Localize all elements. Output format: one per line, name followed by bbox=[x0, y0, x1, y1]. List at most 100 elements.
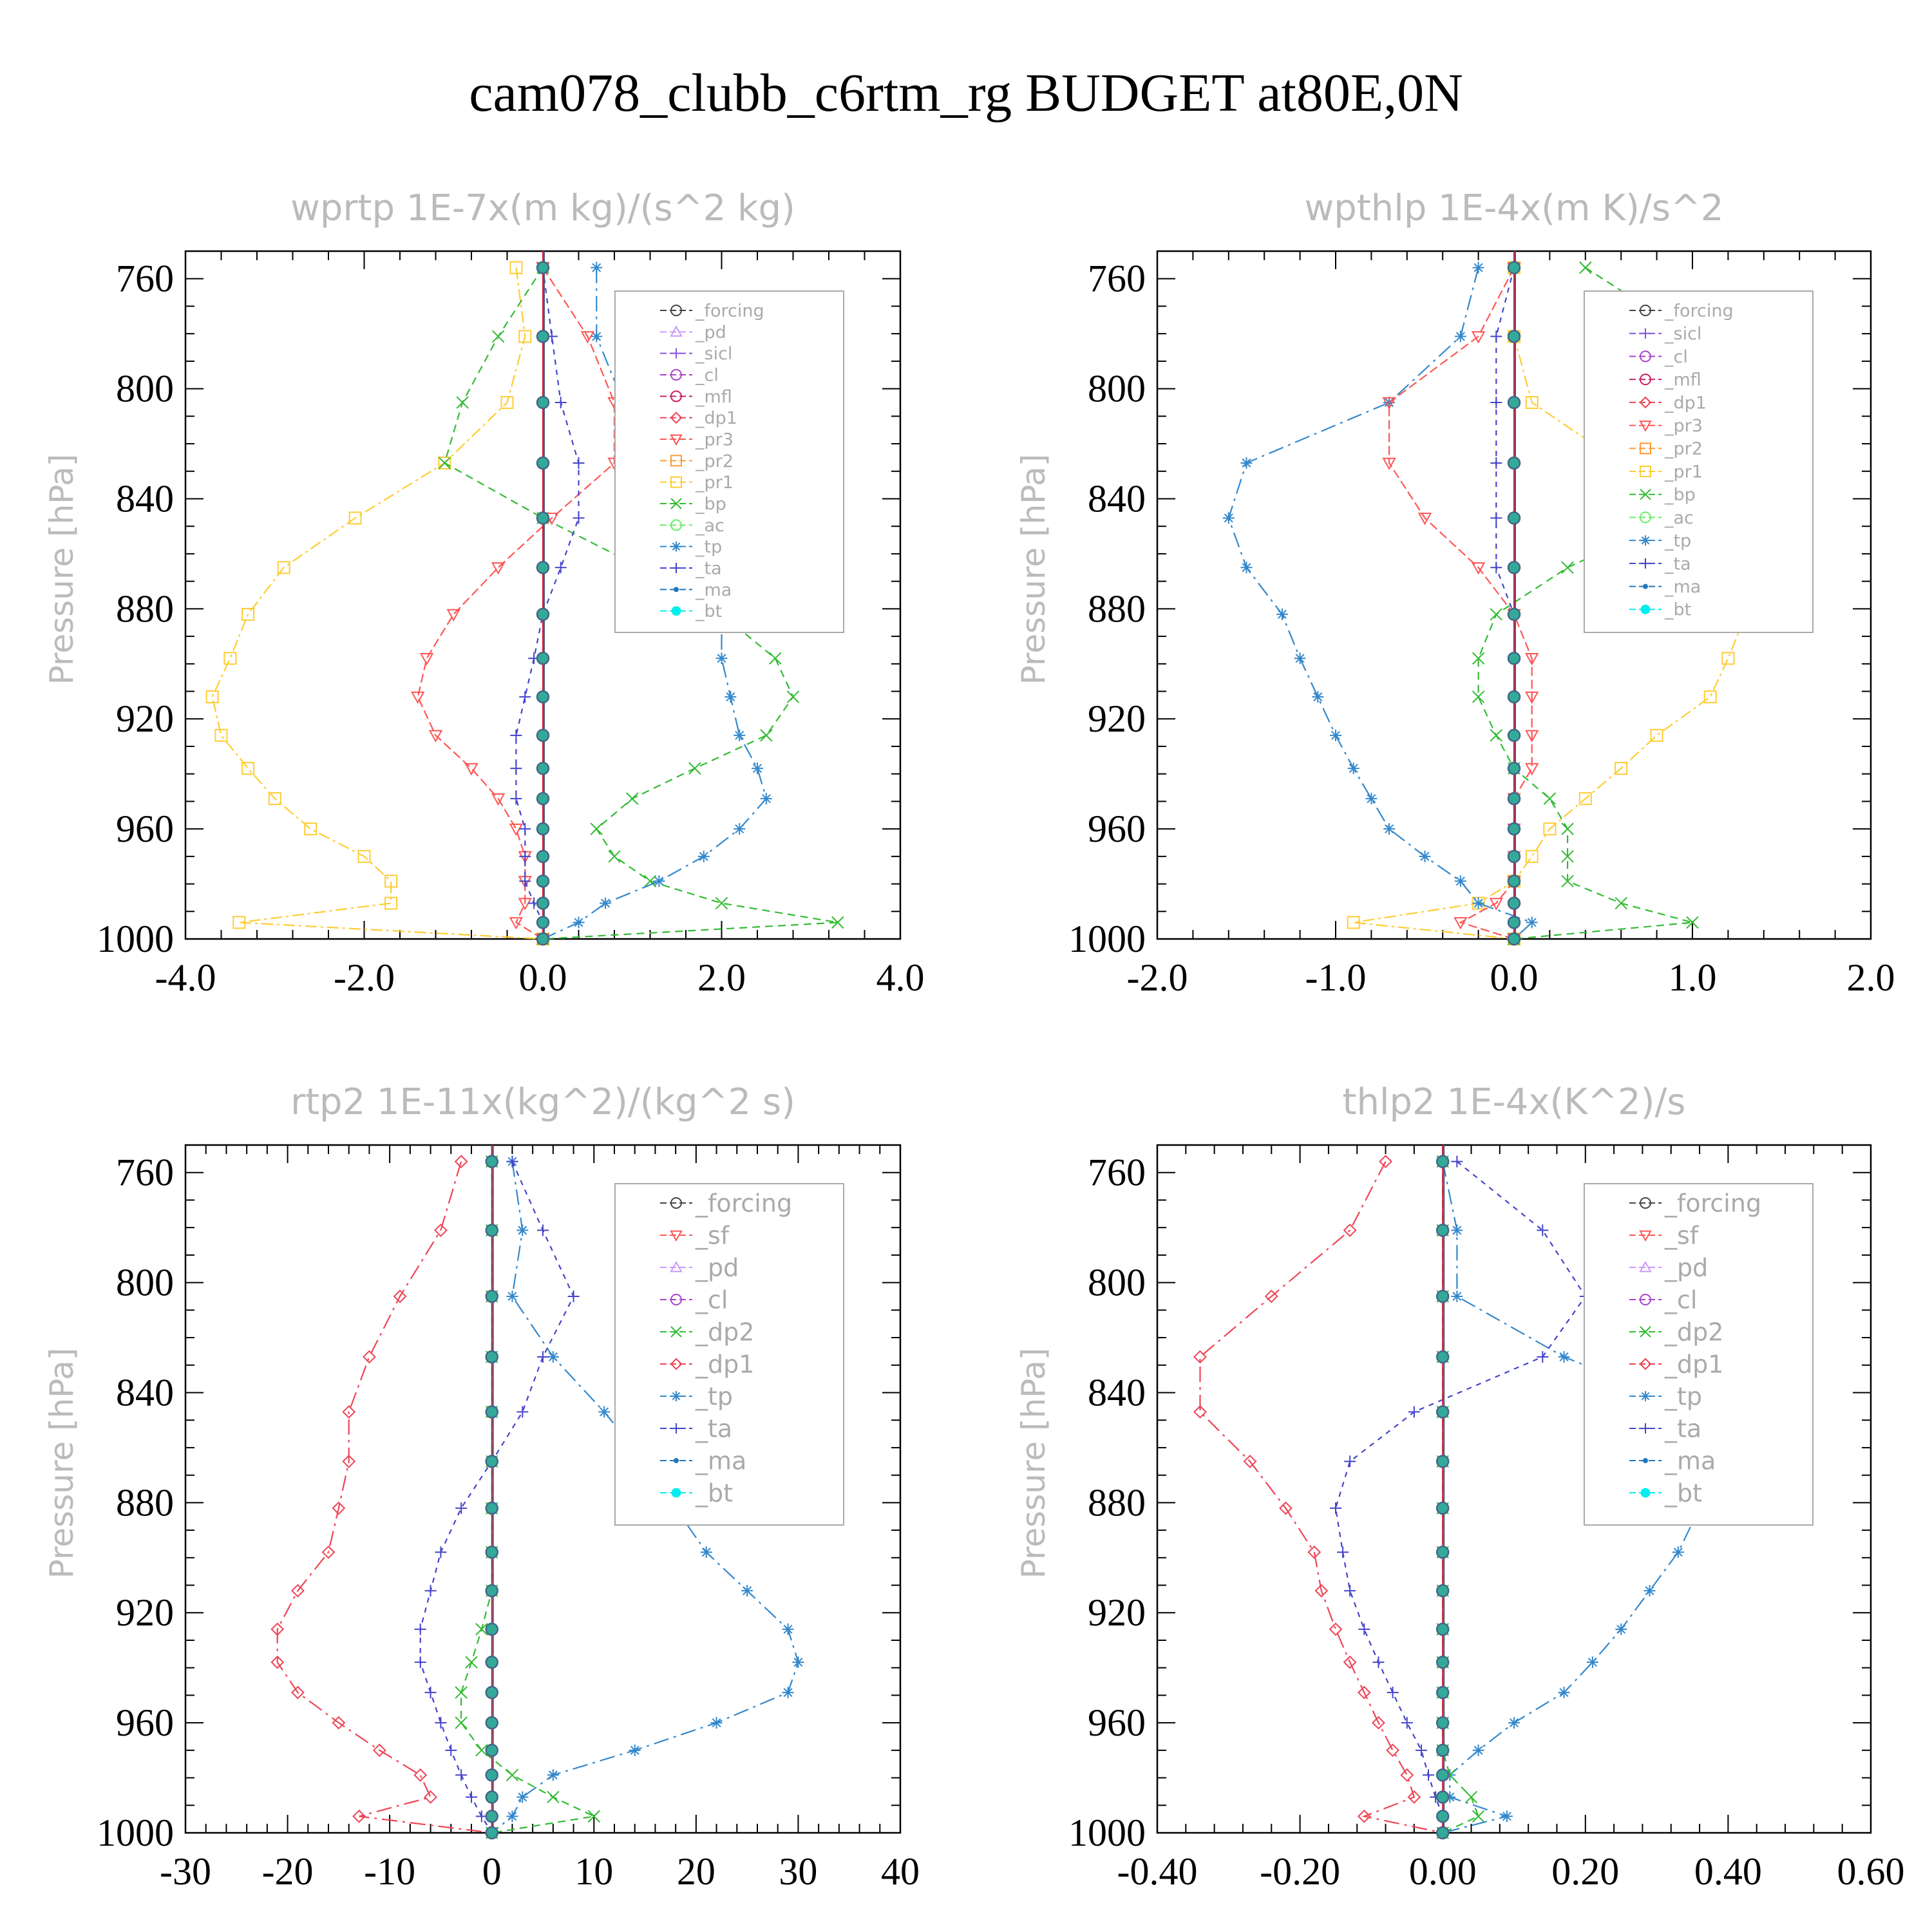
data-point bbox=[537, 1224, 549, 1236]
bt-point bbox=[1507, 761, 1521, 775]
legend-item: _pr3 bbox=[660, 430, 734, 450]
y-tick-label: 920 bbox=[116, 697, 174, 740]
data-point bbox=[419, 653, 434, 666]
legend-marker bbox=[1640, 604, 1651, 614]
panel-title: rtp2 1E-11x(kg^2)/(kg^2 s) bbox=[290, 1081, 795, 1123]
data-point bbox=[1537, 1224, 1549, 1236]
data-point bbox=[1525, 762, 1539, 776]
legend-marker bbox=[674, 1458, 679, 1463]
bt-point bbox=[485, 1790, 498, 1804]
data-point bbox=[506, 1810, 518, 1823]
series-line bbox=[444, 267, 838, 940]
data-point bbox=[1471, 331, 1486, 344]
legend-item: _sicl bbox=[1629, 324, 1701, 344]
legend-label: _pr2 bbox=[695, 451, 734, 471]
data-point bbox=[1672, 1546, 1684, 1558]
data-point bbox=[547, 1350, 559, 1363]
x-tick-label: -1.0 bbox=[1305, 956, 1367, 999]
legend-marker bbox=[670, 519, 682, 531]
legend-label: _ta bbox=[695, 558, 722, 578]
legend-marker bbox=[670, 305, 682, 316]
x-tick-label: 0.40 bbox=[1694, 1850, 1762, 1893]
legend-box bbox=[1584, 1183, 1814, 1526]
data-point bbox=[506, 1768, 519, 1781]
bt-point bbox=[1435, 1790, 1450, 1804]
legend-marker bbox=[670, 1260, 683, 1273]
data-point bbox=[1543, 792, 1557, 805]
legend-label: _forcing bbox=[1664, 1189, 1761, 1217]
legend-label: _mfl bbox=[695, 387, 732, 407]
data-point bbox=[600, 897, 612, 909]
data-point bbox=[1525, 849, 1539, 863]
legend-item: _tp bbox=[1629, 1382, 1702, 1410]
bt-point bbox=[485, 1455, 498, 1468]
data-point bbox=[321, 1545, 336, 1559]
data-point bbox=[734, 823, 746, 835]
x-tick-label: -0.20 bbox=[1260, 1850, 1340, 1893]
data-point bbox=[1558, 1687, 1570, 1699]
data-point bbox=[1383, 823, 1396, 835]
data-point bbox=[752, 762, 763, 775]
legend-label: _bt bbox=[695, 601, 722, 621]
legend-item: _forcing bbox=[660, 1189, 792, 1217]
data-point bbox=[1314, 1584, 1329, 1598]
y-tick-label: 840 bbox=[1088, 1371, 1146, 1414]
legend-label: _bp bbox=[1664, 485, 1696, 505]
data-point bbox=[590, 822, 603, 835]
legend-item: _ma bbox=[1629, 1446, 1716, 1475]
data-point bbox=[516, 1406, 529, 1418]
data-point bbox=[782, 1687, 794, 1699]
legend-item: _mfl bbox=[1629, 370, 1701, 390]
y-axis-label: Pressure [hPa] bbox=[1015, 1348, 1052, 1579]
legend-marker bbox=[1640, 328, 1651, 339]
panel-title: wprtp 1E-7x(m kg)/(s^2 kg) bbox=[290, 187, 795, 229]
x-tick-label: 2.0 bbox=[697, 956, 746, 999]
data-point bbox=[587, 1810, 600, 1823]
legend-label: _dp1 bbox=[1664, 393, 1707, 413]
legend-item: _ta bbox=[1629, 554, 1691, 574]
legend-marker bbox=[1643, 583, 1648, 589]
data-point bbox=[438, 456, 451, 469]
data-point bbox=[1578, 792, 1592, 806]
legend-marker bbox=[1640, 374, 1651, 386]
y-tick-label: 880 bbox=[116, 1481, 174, 1524]
data-point bbox=[697, 850, 710, 862]
legend-marker bbox=[670, 390, 682, 402]
legend-marker bbox=[1640, 442, 1651, 455]
y-axis-label: Pressure [hPa] bbox=[43, 1348, 80, 1579]
legend-item: _dp2 bbox=[660, 1318, 754, 1346]
data-point bbox=[500, 395, 514, 409]
legend-marker bbox=[1640, 305, 1651, 316]
legend-label: _ma bbox=[1664, 1446, 1716, 1475]
data-point bbox=[342, 1405, 356, 1419]
panel-3: rtp2 1E-11x(kg^2)/(kg^2 s) Pressure [hPa]… bbox=[43, 1081, 920, 1893]
legend-item: _ta bbox=[660, 558, 722, 578]
legend-marker bbox=[1639, 1230, 1652, 1242]
series-line bbox=[460, 1161, 596, 1834]
bt-point bbox=[1507, 822, 1521, 836]
bt-point bbox=[1435, 1405, 1450, 1419]
data-point bbox=[547, 1790, 560, 1804]
legend-marker bbox=[1640, 1294, 1651, 1305]
data-point bbox=[1347, 762, 1359, 775]
data-point bbox=[554, 562, 567, 574]
series-line bbox=[211, 267, 544, 940]
series-pr1 bbox=[205, 261, 549, 945]
bt-point bbox=[485, 1546, 498, 1559]
bt-point bbox=[1507, 652, 1521, 665]
legend-marker bbox=[1643, 1458, 1648, 1463]
data-point bbox=[1464, 1790, 1478, 1804]
legend-label: _mfl bbox=[1664, 370, 1701, 390]
bt-point bbox=[485, 1405, 498, 1419]
bt-point bbox=[1435, 1826, 1450, 1840]
legend-label: _ta bbox=[695, 1414, 732, 1443]
legend-marker bbox=[670, 1358, 683, 1370]
legend-marker bbox=[1639, 421, 1652, 432]
data-point bbox=[519, 691, 531, 703]
bt-point bbox=[1507, 456, 1521, 470]
y-tick-label: 960 bbox=[1088, 1701, 1146, 1744]
data-point bbox=[1451, 1224, 1463, 1236]
data-point bbox=[1344, 1455, 1356, 1468]
legend-marker bbox=[1639, 396, 1652, 409]
series-ta bbox=[1330, 1155, 1591, 1839]
